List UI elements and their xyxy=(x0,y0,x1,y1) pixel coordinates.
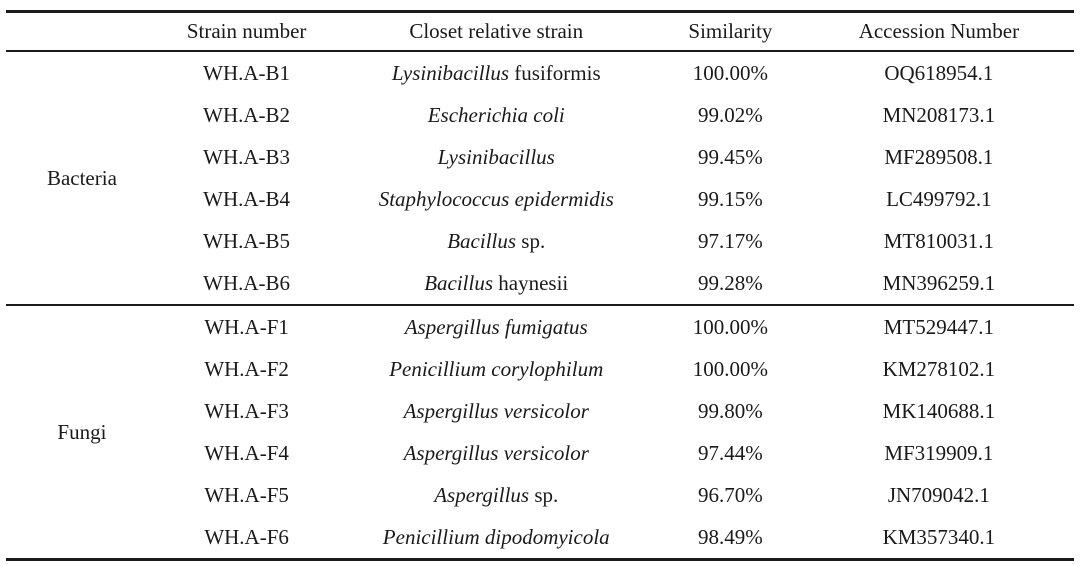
species-name-italic: Aspergillus versicolor xyxy=(403,440,589,465)
table-body: Bacteria WH.A-B1 Lysinibacillus fusiformis… xyxy=(6,50,1074,560)
table-header: Strain number Closet relative strain Sim… xyxy=(6,11,1074,52)
header-row: Strain number Closet relative strain Sim… xyxy=(6,11,1074,52)
relative-strain-cell: Penicillium corylophilum xyxy=(335,348,657,390)
table-row: WH.A-B3 Lysinibacillus 99.45% MF289508.1 xyxy=(6,136,1074,178)
table-row: Bacteria WH.A-B1 Lysinibacillus fusiformis… xyxy=(6,50,1074,305)
similarity-cell: 98.49% xyxy=(698,524,763,549)
similarity-cell: 99.02% xyxy=(698,102,763,127)
table-row: WH.A-B4 Staphylococcus epidermidis 99.15% L… xyxy=(6,178,1074,220)
species-name-italic: Penicillium corylophilum xyxy=(389,356,604,381)
relative-strain-cell: Escherichia coli xyxy=(335,94,657,136)
species-name-italic: Lysinibacillus xyxy=(437,144,555,169)
similarity-cell: 97.44% xyxy=(698,440,763,465)
accession-number-cell: MN208173.1 xyxy=(882,102,996,127)
strain-number-cell: WH.A-B2 xyxy=(203,102,291,127)
species-name-italic: Aspergillus versicolor xyxy=(403,398,589,423)
table-row: WH.A-B5 Bacillus sp. 97.17% MT810031.1 xyxy=(6,220,1074,262)
strain-number-cell: WH.A-F5 xyxy=(204,482,289,507)
strain-number-cell: WH.A-B4 xyxy=(203,186,291,211)
similarity-cell: 99.45% xyxy=(698,144,763,169)
accession-number-cell: JN709042.1 xyxy=(887,482,990,507)
accession-number-cell: KM278102.1 xyxy=(882,356,996,381)
species-name-italic: Lysinibacillus xyxy=(391,60,510,85)
accession-number-cell: KM357340.1 xyxy=(882,524,996,549)
accession-number-cell: LC499792.1 xyxy=(886,186,992,211)
table-row: WH.A-B6 Bacillus haynesii 99.28% MN396259.1 xyxy=(6,262,1074,305)
species-name-italic: Aspergillus xyxy=(434,482,530,507)
similarity-cell: 97.17% xyxy=(698,228,763,253)
relative-strain-cell: Bacillus sp. xyxy=(335,220,657,262)
strain-number-cell: WH.A-F2 xyxy=(204,356,289,381)
similarity-cell: 100.00% xyxy=(692,356,769,381)
table-row: WH.A-F3 Aspergillus versicolor 99.80% MK140… xyxy=(6,390,1074,432)
table-row: WH.A-F5 Aspergillus sp. 96.70% JN709042.1 xyxy=(6,474,1074,516)
strain-number-cell: WH.A-F6 xyxy=(204,524,289,549)
relative-strain-cell: Lysinibacillus xyxy=(335,136,657,178)
relative-strain-cell: Lysinibacillus fusiformis xyxy=(335,50,658,94)
species-name-italic: Bacillus xyxy=(424,270,494,295)
header-group-column xyxy=(6,11,158,52)
species-name-italic: Escherichia coli xyxy=(427,102,565,127)
strain-identification-table: Strain number Closet relative strain Sim… xyxy=(6,10,1074,561)
table-row: WH.A-B2 Escherichia coli 99.02% MN208173.1 xyxy=(6,94,1074,136)
strain-number-cell: WH.A-B3 xyxy=(203,144,291,169)
relative-strain-cell: Staphylococcus epidermidis xyxy=(335,178,657,220)
accession-number-cell: MT529447.1 xyxy=(803,304,1074,348)
accession-number-cell: MN396259.1 xyxy=(882,270,996,295)
species-name-roman: fusiformis xyxy=(509,60,601,85)
header-similarity: Similarity xyxy=(657,11,804,52)
species-name-roman: sp. xyxy=(516,228,546,253)
relative-strain-cell: Aspergillus versicolor xyxy=(335,390,657,432)
species-name-italic: Penicillium dipodomyicola xyxy=(382,524,610,549)
table-row: WH.A-F2 Penicillium corylophilum 100.00% KM… xyxy=(6,348,1074,390)
similarity-cell: 99.28% xyxy=(698,270,763,295)
group-label: Bacteria xyxy=(6,50,158,305)
strain-number-cell: WH.A-F1 xyxy=(157,304,336,348)
species-name-italic: Staphylococcus epidermidis xyxy=(378,186,614,211)
table-row: Fungi WH.A-F1 Aspergillus fumigatus 100.00%… xyxy=(6,304,1074,560)
species-name-roman: haynesii xyxy=(493,270,569,295)
relative-strain-cell: Penicillium dipodomyicola xyxy=(335,516,657,560)
table-row: WH.A-F4 Aspergillus versicolor 97.44% MF319… xyxy=(6,432,1074,474)
group-label: Fungi xyxy=(6,304,158,560)
header-strain-number: Strain number xyxy=(157,11,336,52)
similarity-cell: 100.00% xyxy=(657,304,804,348)
similarity-cell: 100.00% xyxy=(657,50,804,94)
strain-number-cell: WH.A-B6 xyxy=(203,270,291,295)
accession-number-cell: MT810031.1 xyxy=(883,228,994,253)
accession-number-cell: MF289508.1 xyxy=(884,144,994,169)
accession-number-cell: OQ618954.1 xyxy=(803,50,1074,94)
relative-strain-cell: Aspergillus fumigatus xyxy=(335,304,658,348)
strain-number-cell: WH.A-B5 xyxy=(203,228,291,253)
accession-number-cell: MF319909.1 xyxy=(884,440,994,465)
relative-strain-cell: Bacillus haynesii xyxy=(335,262,657,305)
strain-number-cell: WH.A-F3 xyxy=(204,398,289,423)
header-closet-relative-strain: Closet relative strain xyxy=(335,11,658,52)
similarity-cell: 99.15% xyxy=(698,186,763,211)
species-name-italic: Bacillus xyxy=(447,228,517,253)
header-accession-number: Accession Number xyxy=(803,11,1074,52)
strain-number-cell: WH.A-B1 xyxy=(157,50,336,94)
accession-number-cell: MK140688.1 xyxy=(882,398,996,423)
similarity-cell: 99.80% xyxy=(698,398,763,423)
similarity-cell: 96.70% xyxy=(698,482,763,507)
relative-strain-cell: Aspergillus sp. xyxy=(335,474,657,516)
species-name-roman: sp. xyxy=(529,482,559,507)
table-row: WH.A-F6 Penicillium dipodomyicola 98.49% KM… xyxy=(6,516,1074,560)
species-name-italic: Aspergillus fumigatus xyxy=(404,314,588,339)
strain-number-cell: WH.A-F4 xyxy=(204,440,289,465)
relative-strain-cell: Aspergillus versicolor xyxy=(335,432,657,474)
